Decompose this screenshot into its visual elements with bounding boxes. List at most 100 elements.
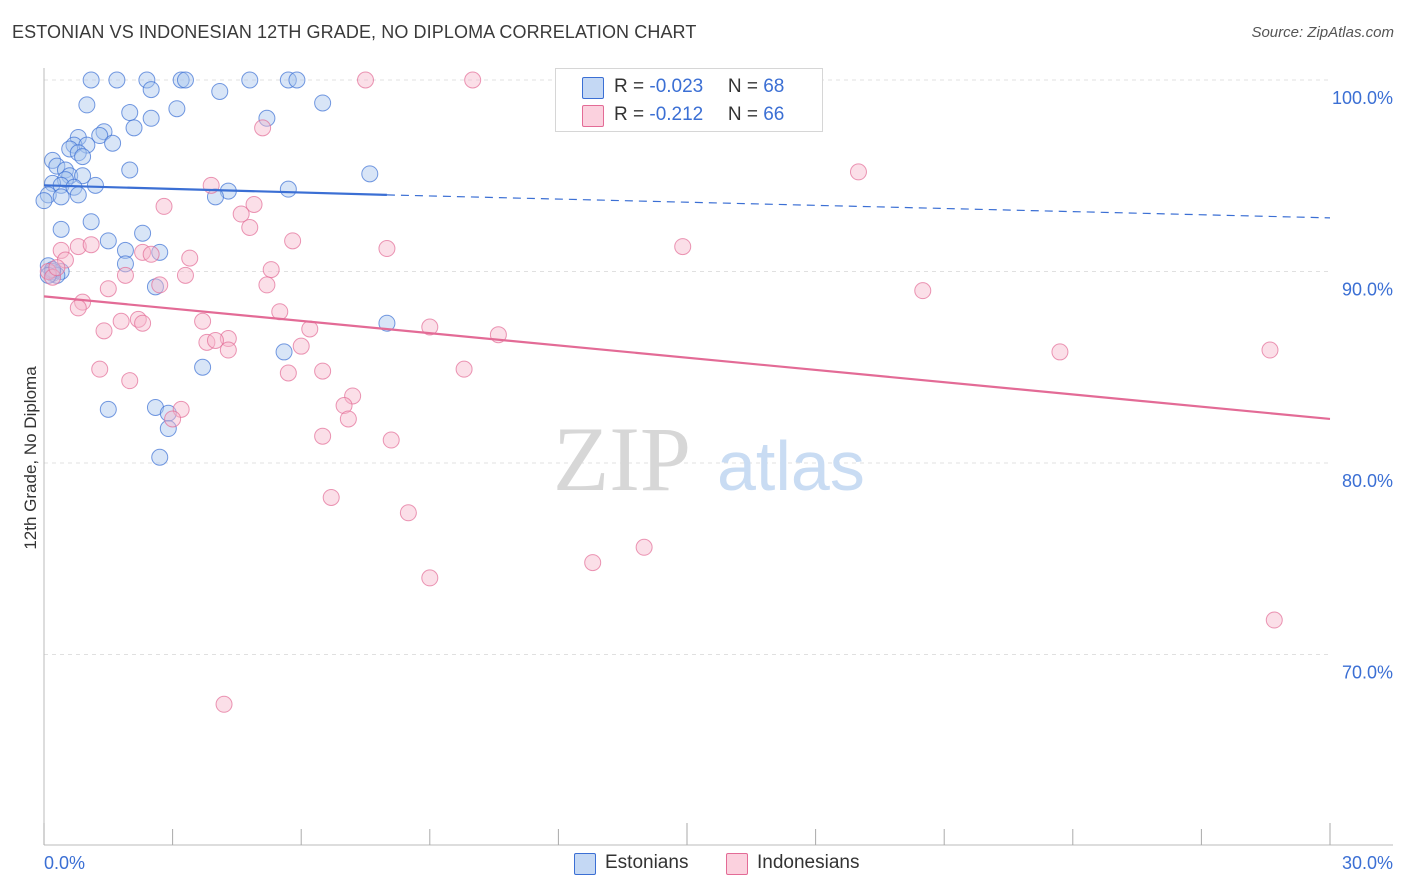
data-point-estonians	[44, 174, 62, 192]
y-tick-label: 80.0%	[1342, 471, 1393, 491]
trend-line-estonians-extension	[386, 194, 1331, 219]
legend-r-label-blue: R =	[614, 76, 650, 97]
data-point-estonians	[142, 109, 160, 127]
source-label: Source: ZipAtlas.com	[1251, 24, 1394, 41]
data-point-estonians	[378, 314, 396, 332]
data-point-indonesians	[164, 410, 182, 428]
data-point-indonesians	[241, 218, 259, 236]
data-point-indonesians	[99, 280, 117, 298]
data-point-estonians	[279, 71, 297, 89]
trend-line-indonesians	[43, 295, 1331, 421]
data-point-indonesians	[95, 322, 113, 340]
data-point-indonesians	[421, 569, 439, 587]
data-point-estonians	[142, 81, 160, 99]
data-point-estonians	[86, 176, 104, 194]
data-point-indonesians	[121, 372, 139, 390]
legend-n-value-pink: 66	[763, 104, 785, 125]
data-point-indonesians	[344, 387, 362, 405]
data-point-indonesians	[215, 695, 233, 713]
data-point-indonesians	[421, 318, 439, 336]
data-point-indonesians	[1261, 341, 1279, 359]
data-point-indonesians	[198, 333, 216, 351]
data-point-estonians	[361, 165, 379, 183]
trend-line-estonians	[43, 184, 387, 196]
data-point-indonesians	[232, 205, 250, 223]
legend-r-value-pink: -0.212	[649, 104, 704, 125]
data-point-indonesians	[172, 400, 190, 418]
data-point-indonesians	[134, 314, 152, 332]
y-tick-label: 90.0%	[1342, 280, 1393, 300]
data-point-indonesians	[314, 427, 332, 445]
data-point-estonians	[125, 119, 143, 137]
data-point-estonians	[211, 82, 229, 100]
data-point-estonians	[82, 213, 100, 231]
data-point-indonesians	[314, 362, 332, 380]
data-point-estonians	[35, 192, 53, 210]
data-point-estonians	[194, 358, 212, 376]
bottom-legend-label-estonians: Estonians	[605, 852, 689, 873]
data-point-indonesians	[91, 360, 109, 378]
data-point-indonesians	[219, 341, 237, 359]
data-point-estonians	[99, 400, 117, 418]
y-tick-label: 100.0%	[1332, 88, 1393, 108]
data-point-indonesians	[262, 261, 280, 279]
data-point-estonians	[275, 343, 293, 361]
data-point-estonians	[138, 71, 156, 89]
data-point-estonians	[99, 232, 117, 250]
data-point-estonians	[82, 71, 100, 89]
data-point-indonesians	[284, 232, 302, 250]
data-point-indonesians	[206, 331, 224, 349]
data-point-indonesians	[357, 71, 374, 89]
data-point-estonians	[288, 71, 306, 89]
data-point-indonesians	[194, 312, 212, 330]
data-point-indonesians	[382, 431, 400, 449]
x-tick-label: 30.0%	[1342, 853, 1393, 873]
data-point-estonians	[146, 278, 164, 296]
data-point-indonesians	[1265, 611, 1283, 629]
data-point-estonians	[52, 188, 70, 206]
data-point-indonesians	[142, 245, 160, 263]
data-point-indonesians	[455, 360, 473, 378]
watermark-zip: ZIP	[553, 408, 691, 510]
data-point-estonians	[74, 167, 92, 185]
data-point-estonians	[168, 100, 186, 118]
data-point-estonians	[74, 148, 92, 166]
bottom-legend-label-indonesians: Indonesians	[757, 852, 860, 873]
data-point-indonesians	[82, 236, 100, 254]
legend-swatch-pink	[582, 105, 604, 127]
data-point-estonians	[48, 157, 66, 175]
data-point-indonesians	[378, 240, 396, 258]
data-point-indonesians	[176, 266, 194, 284]
legend-swatch-blue	[582, 77, 604, 99]
data-point-indonesians	[584, 554, 602, 572]
data-point-estonians	[176, 71, 194, 89]
data-point-indonesians	[254, 119, 272, 137]
data-point-indonesians	[44, 268, 62, 286]
data-point-indonesians	[914, 282, 932, 300]
data-point-indonesians	[1051, 343, 1069, 361]
data-point-estonians	[91, 127, 109, 145]
legend-n-value-blue: 68	[763, 76, 785, 97]
legend-r-label-pink: R =	[614, 104, 650, 125]
data-point-estonians	[134, 224, 152, 242]
data-point-estonians	[258, 109, 276, 127]
data-point-estonians	[52, 220, 70, 238]
data-point-estonians	[121, 161, 139, 179]
data-point-indonesians	[52, 241, 70, 259]
data-point-indonesians	[635, 538, 653, 556]
data-point-estonians	[206, 188, 224, 206]
data-point-indonesians	[155, 197, 173, 215]
data-point-estonians	[241, 71, 259, 89]
data-point-indonesians	[849, 163, 867, 181]
data-point-indonesians	[245, 195, 263, 213]
data-point-indonesians	[322, 488, 340, 506]
legend-r-value-blue: -0.023	[649, 76, 704, 97]
data-point-indonesians	[151, 276, 169, 294]
data-point-estonians	[69, 186, 87, 204]
legend-n-label-pink: N =	[727, 104, 764, 125]
data-point-indonesians	[674, 238, 692, 256]
data-point-estonians	[151, 448, 169, 466]
data-point-indonesians	[279, 364, 297, 382]
legend-n-label-blue: N =	[727, 76, 764, 97]
data-point-indonesians	[292, 337, 310, 355]
